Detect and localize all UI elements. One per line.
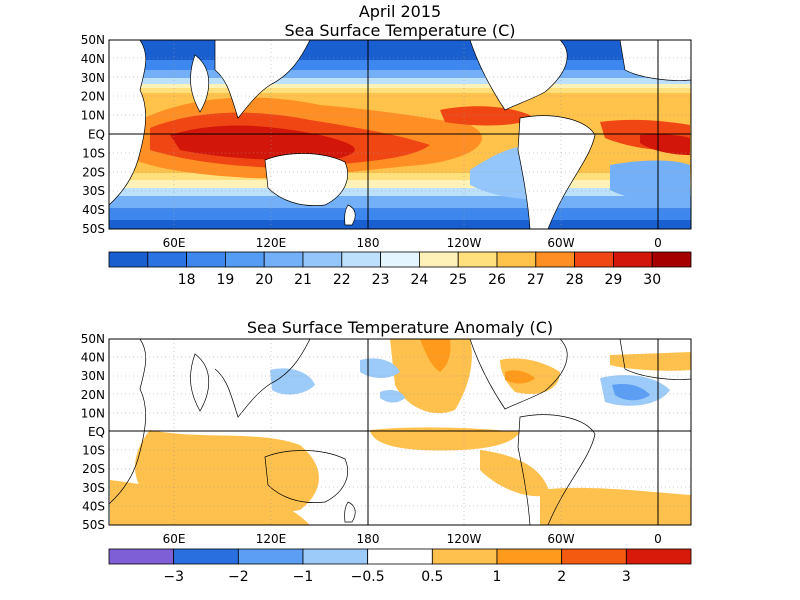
lon-label: 180 [357,532,380,546]
colorbar-swatch [457,251,498,268]
colorbar-tick-label: 20 [255,272,273,288]
lat-label: 30S [82,481,105,495]
lat-label: 30N [81,71,105,85]
colorbar-swatch [263,251,304,268]
colorbar-swatch [173,548,239,565]
lon-label: 0 [654,532,662,546]
lat-label: 50S [82,222,105,236]
lon-label: 0 [654,236,662,250]
colorbar-tick-label: 22 [333,272,351,288]
lat-label: 20N [81,388,105,402]
lat-label: 40S [82,203,105,217]
colorbar-tick-label: 26 [488,272,506,288]
colorbar-swatch [380,251,420,268]
colorbar-tick-label: 24 [410,272,428,288]
anom-landmasses [109,339,691,525]
anom-map-field [109,339,691,525]
lat-label: 10S [82,146,105,160]
colorbar-swatch [237,548,304,565]
colorbar-tick-label: −0.5 [351,569,385,585]
lon-label: 60E [163,236,186,250]
colorbar-tick-label: 0.5 [421,569,443,585]
lat-label: 20S [82,462,105,476]
colorbar-tick-label: 19 [216,272,234,288]
colorbar-swatch [367,548,433,565]
colorbar-tick-label: 23 [372,272,390,288]
lon-label: 120W [447,532,482,546]
lon-label: 60W [547,236,574,250]
colorbar-swatch [625,548,692,565]
colorbar-swatch [302,251,343,268]
sst-colorbar [108,251,692,268]
anom-frame [108,338,692,526]
sst-lat-labels: 50N 40N 30N 20N 10N EQ 10S 20S 30S 40S 50S [81,33,105,236]
colorbar-swatch [108,251,149,268]
lat-label: EQ [88,128,105,142]
sst-landmasses [109,40,691,229]
colorbar-swatch [535,251,575,268]
anom-title: Sea Surface Temperature Anomaly (C) [247,318,553,337]
lat-label: EQ [88,425,105,439]
anom-gridlines [109,339,691,525]
lon-label: 180 [357,236,380,250]
colorbar-swatch [496,251,537,268]
colorbar-swatch [418,251,459,268]
colorbar-swatch [561,548,627,565]
lat-label: 40S [82,499,105,513]
colorbar-swatch [651,251,692,268]
anom-lon-labels: 60E 120E 180 120W 60W 0 [163,532,662,546]
anom-lat-labels: 50N 40N 30N 20N 10N EQ 10S 20S 30S 40S 50S [81,332,105,532]
lat-label: 40N [81,52,105,66]
lon-label: 120E [256,236,287,250]
colorbar-tick-label: 21 [294,272,312,288]
colorbar-swatch [302,548,369,565]
colorbar-swatch [496,548,563,565]
lon-label: 60E [163,532,186,546]
sst-lon-labels: 60E 120E 180 120W 60W 0 [163,236,662,250]
colorbar-tick-label: 3 [622,569,631,585]
colorbar-tick-label: 27 [527,272,545,288]
colorbar-swatch [574,251,614,268]
lat-label: 50S [82,518,105,532]
colorbar-swatch [431,548,498,565]
sst-frame [108,39,692,230]
colorbar-tick-label: 25 [449,272,467,288]
sst-gridlines [109,40,691,229]
lat-label: 10N [81,406,105,420]
colorbar-tick-label: −3 [163,569,184,585]
colorbar-tick-label: 18 [178,272,196,288]
lat-label: 10S [82,444,105,458]
suptitle: April 2015 [359,2,441,21]
lon-label: 60W [547,532,574,546]
lat-label: 50N [81,332,105,346]
colorbar-tick-label: 30 [643,272,661,288]
sst-colorbar-ticks: 18 19 20 21 22 23 24 25 26 27 28 29 30 [178,272,661,288]
colorbar-tick-label: −1 [293,569,314,585]
colorbar-tick-label: −2 [228,569,249,585]
colorbar-tick-label: 29 [604,272,622,288]
lat-label: 40N [81,351,105,365]
lon-label: 120E [256,532,287,546]
anom-colorbar-ticks: −3 −2 −1 −0.5 0.5 1 2 3 [163,569,630,585]
lat-label: 50N [81,33,105,47]
colorbar-swatch [147,251,188,268]
colorbar-swatch [108,548,175,565]
colorbar-swatch [341,251,381,268]
lat-label: 30S [82,184,105,198]
lat-label: 20N [81,90,105,104]
anom-colorbar [108,548,692,565]
colorbar-tick-label: 1 [493,569,502,585]
lat-label: 30N [81,369,105,383]
colorbar-tick-label: 28 [566,272,584,288]
sst-title: Sea Surface Temperature (C) [284,21,515,40]
colorbar-swatch [613,251,653,268]
lat-label: 10N [81,109,105,123]
colorbar-tick-label: 2 [557,569,566,585]
lat-label: 20S [82,165,105,179]
colorbar-swatch [186,251,226,268]
colorbar-swatch [224,251,265,268]
lon-label: 120W [447,236,482,250]
